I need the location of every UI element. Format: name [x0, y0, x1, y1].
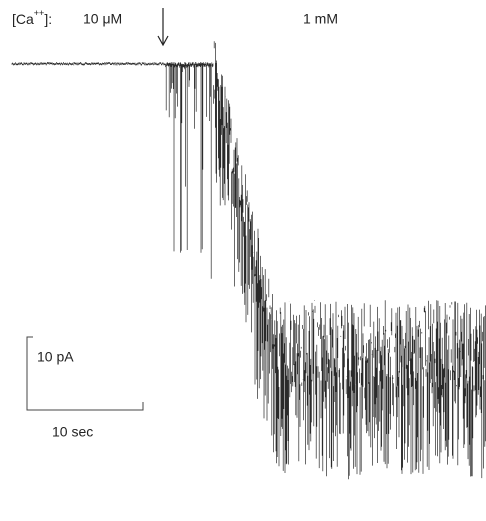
- label-superscript: ++: [34, 8, 45, 18]
- label-prefix: [Ca: [12, 11, 34, 27]
- current-trace: [11, 41, 486, 480]
- scale-bar: [26, 336, 144, 411]
- before-label: 10 μM: [83, 11, 122, 27]
- concentration-label: [Ca++]:: [12, 8, 52, 26]
- label-suffix: ]:: [44, 11, 52, 27]
- scale-time: 10 sec: [52, 424, 93, 440]
- after-label: 1 mM: [303, 11, 338, 27]
- scale-current: 10 pA: [37, 349, 74, 365]
- arrow: [157, 8, 169, 47]
